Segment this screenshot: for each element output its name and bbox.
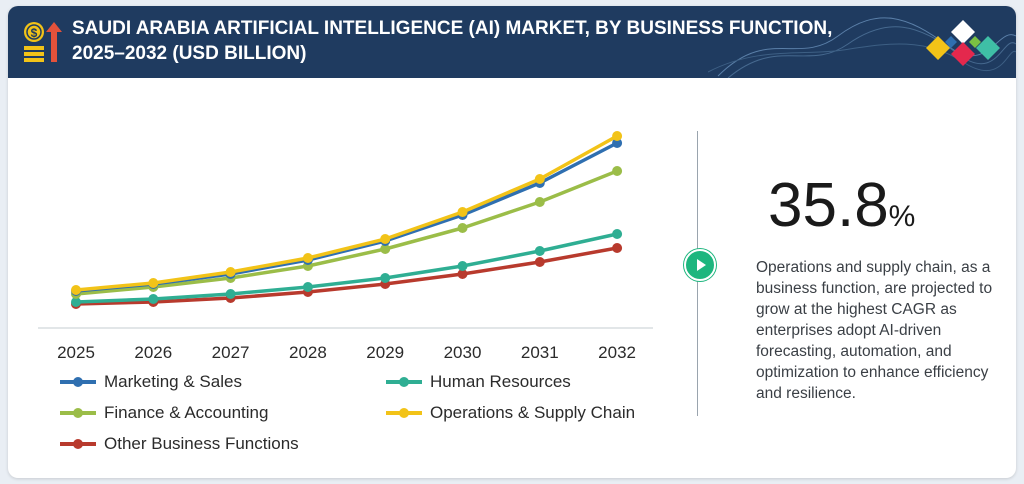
data-point <box>71 285 81 295</box>
data-point <box>612 243 623 253</box>
x-tick-label: 2029 <box>366 343 404 362</box>
x-axis-ticks: 2025 2026 2027 2028 2029 2030 2031 2032 <box>57 343 636 362</box>
money-growth-icon: $ <box>24 22 62 62</box>
series-1 <box>71 229 623 307</box>
data-point <box>380 244 391 254</box>
data-point <box>302 253 313 263</box>
data-point <box>457 261 468 271</box>
data-point <box>380 234 391 244</box>
infographic-card: $ SAUDI ARABIA ARTIFICIAL INTELLIGENCE (… <box>8 6 1016 478</box>
series-0 <box>71 138 623 296</box>
line-chart: 2025 2026 2027 2028 2029 2030 2031 2032 <box>38 131 653 362</box>
legend-label: Marketing & Sales <box>104 372 242 391</box>
data-point <box>534 197 545 207</box>
x-tick-label: 2031 <box>521 343 559 362</box>
series-line <box>75 141 618 293</box>
legend-swatch <box>60 377 96 387</box>
data-point <box>380 273 391 283</box>
series-line <box>75 232 618 304</box>
cagr-number: 35.8 <box>768 171 889 240</box>
legend-swatch <box>60 439 96 449</box>
data-point <box>612 131 623 141</box>
data-point <box>534 257 545 267</box>
legend-swatch <box>60 408 96 418</box>
x-tick-label: 2027 <box>212 343 250 362</box>
series-layer <box>71 131 623 309</box>
series-line <box>75 134 618 292</box>
legend-swatch <box>386 377 422 387</box>
chart-title-line1: SAUDI ARABIA ARTIFICIAL INTELLIGENCE (AI… <box>72 18 833 39</box>
legend-label: Operations & Supply Chain <box>430 403 636 422</box>
data-point <box>302 282 313 292</box>
data-point <box>148 294 159 304</box>
data-point <box>612 229 623 239</box>
data-point <box>225 289 236 299</box>
series-line <box>75 246 618 306</box>
cagr-unit: % <box>888 200 916 233</box>
series-line <box>75 169 618 296</box>
data-point <box>71 297 81 307</box>
chart-title-line2: 2025–2032 (USD BILLION) <box>72 43 307 64</box>
chart-title: SAUDI ARABIA ARTIFICIAL INTELLIGENCE (AI… <box>72 16 852 66</box>
series-3 <box>71 131 623 295</box>
brand-diamond-logo <box>926 20 1000 66</box>
data-point <box>612 166 623 176</box>
data-point <box>534 246 545 256</box>
data-point <box>457 223 468 233</box>
data-point <box>148 278 159 288</box>
data-point <box>612 138 623 148</box>
data-point <box>225 267 236 277</box>
play-arrow-icon <box>684 249 716 281</box>
x-tick-label: 2028 <box>289 343 327 362</box>
cagr-value: 35.8% <box>768 171 915 252</box>
cagr-description: Operations and supply chain, as a busine… <box>756 259 993 402</box>
x-tick-label: 2030 <box>444 343 482 362</box>
svg-text:$: $ <box>31 26 38 40</box>
header-banner: $ SAUDI ARABIA ARTIFICIAL INTELLIGENCE (… <box>8 6 1016 78</box>
legend-swatch <box>386 408 422 418</box>
legend-label: Other Business Functions <box>104 434 299 453</box>
data-point <box>534 174 545 184</box>
data-point <box>457 207 468 217</box>
legend-label: Finance & Accounting <box>104 403 269 422</box>
x-tick-label: 2025 <box>57 343 95 362</box>
data-point <box>457 269 468 279</box>
legend-label: Human Resources <box>430 372 571 391</box>
x-tick-label: 2026 <box>134 343 172 362</box>
x-tick-label: 2032 <box>598 343 636 362</box>
